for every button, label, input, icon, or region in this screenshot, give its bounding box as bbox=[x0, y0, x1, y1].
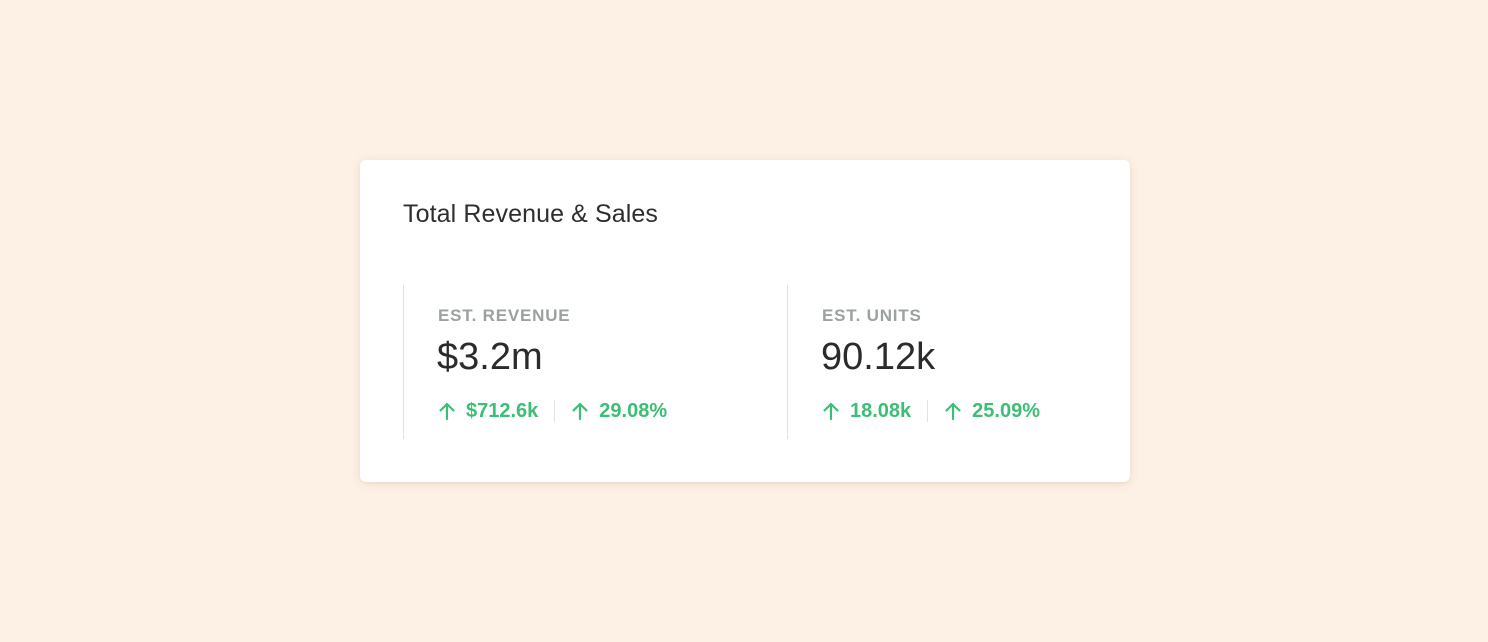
arrow-up-icon bbox=[571, 401, 589, 421]
change-percent: 25.09% bbox=[944, 400, 1040, 423]
change-absolute-value: $712.6k bbox=[466, 399, 539, 422]
change-percent: 29.08% bbox=[571, 400, 667, 423]
metric-est-revenue: EST. REVENUE $3.2m $712.6k 29.08% bbox=[403, 285, 788, 439]
change-divider bbox=[927, 400, 929, 422]
change-percent-value: 25.09% bbox=[972, 399, 1041, 422]
change-percent-value: 29.08% bbox=[599, 399, 668, 422]
card-title: Total Revenue & Sales bbox=[403, 200, 659, 228]
change-divider bbox=[554, 400, 556, 422]
metric-changes: 18.08k 25.09% bbox=[822, 399, 1040, 423]
metric-changes: $712.6k 29.08% bbox=[438, 399, 667, 423]
metric-value: $3.2m bbox=[437, 336, 543, 378]
arrow-up-icon bbox=[438, 401, 456, 421]
arrow-up-icon bbox=[944, 401, 962, 421]
metric-label: EST. REVENUE bbox=[438, 306, 571, 325]
revenue-sales-card: Total Revenue & Sales EST. REVENUE $3.2m… bbox=[360, 160, 1130, 482]
metric-est-units: EST. UNITS 90.12k 18.08k 25.09% bbox=[787, 285, 1107, 439]
change-absolute-value: 18.08k bbox=[850, 399, 912, 422]
change-absolute: 18.08k bbox=[822, 400, 911, 423]
metric-value: 90.12k bbox=[821, 336, 936, 378]
arrow-up-icon bbox=[822, 401, 840, 421]
change-absolute: $712.6k bbox=[438, 400, 538, 423]
metric-label: EST. UNITS bbox=[822, 306, 922, 325]
